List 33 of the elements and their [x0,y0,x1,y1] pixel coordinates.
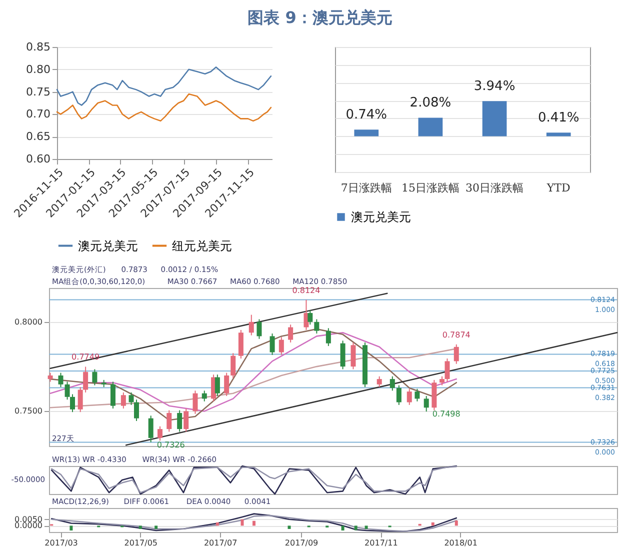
y-tick-label: 0.80 [26,62,50,76]
data-label: 0.74% [346,108,388,123]
y-tick-label: 0.60 [26,152,50,166]
x-tick-label: 2017/11 [364,538,398,548]
y-tick-label: 0.85 [26,40,50,54]
x-tick-label: 2017/07 [204,538,238,548]
y-tick-label: 0.0000 [14,521,42,530]
annotation: 0.7874 [442,330,470,340]
annotation: 0.7498 [432,410,460,419]
legend-label: 澳元兑美元 [351,210,411,224]
y-tick-label: 0.70 [26,108,50,121]
annotation: 0.7326 [156,440,185,450]
y-tick-label: 0.7500 [14,406,42,416]
annotation: 0.8124 [292,286,320,295]
y-tick-label: 0.65 [26,130,50,144]
x-tick-label: YTD [546,182,570,194]
data-label: 2.08% [410,96,452,111]
y-tick-label: 0.75 [26,85,50,98]
text: 图表 9：澳元兑美元 [246,8,394,29]
x-tick-label: 2018/01 [444,538,478,548]
legend-label: 纽元兑美元 [172,238,232,253]
x-tick-label: 7日涨跌幅 [340,182,392,194]
y-tick-label: 0.8000 [14,317,42,326]
data-label: 0.41% [538,110,580,126]
legend-label: 澳元兑美元 [78,238,138,253]
y-tick-label: 0.0050 [14,514,42,524]
annotation: 0.7749 [72,352,100,362]
data-label: 3.94% [474,79,516,94]
x-tick-label: 2017/05 [124,538,158,548]
x-tick-label: 15日涨跌幅 [401,182,460,194]
x-tick-label: 2017/09 [284,538,318,548]
x-tick-label: 30日涨跌幅 [466,182,524,194]
x-tick-label: 2017/03 [44,538,78,548]
